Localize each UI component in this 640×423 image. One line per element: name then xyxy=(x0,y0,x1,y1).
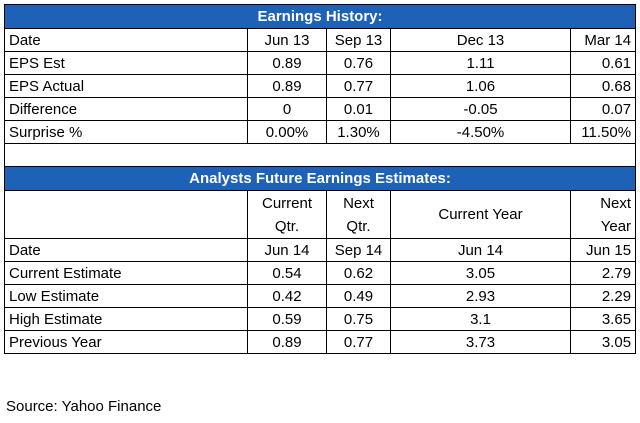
table-row: Low Estimate 0.42 0.49 2.93 2.29 xyxy=(4,284,637,308)
source-caption: Source: Yahoo Finance xyxy=(6,398,162,415)
table-cell: 0.61 xyxy=(569,51,637,75)
table-cell: 0.77 xyxy=(326,330,391,354)
row-label: Previous Year xyxy=(4,330,248,354)
period-header-cell: Next Qtr. xyxy=(326,190,391,239)
table-row: EPS Est 0.89 0.76 1.11 0.61 xyxy=(4,51,637,75)
period-header-cell: Current Qtr. xyxy=(247,190,327,239)
table-cell: 1.11 xyxy=(390,51,571,75)
row-label: EPS Est xyxy=(4,51,248,75)
period-line: Qtr. xyxy=(274,217,300,235)
table-cell: 0.68 xyxy=(569,74,637,98)
estimates-header-row: Analysts Future Earnings Estimates: xyxy=(3,166,637,191)
earnings-table: Earnings History: Date Jun 13 Sep 13 Dec… xyxy=(3,4,637,354)
earnings-history-header-row: Earnings History: xyxy=(3,4,637,29)
table-cell: 0.62 xyxy=(326,261,391,285)
table-cell: 0.59 xyxy=(247,307,327,331)
table-cell: 3.73 xyxy=(390,330,571,354)
date-cell: Sep 14 xyxy=(326,238,391,262)
table-cell: 2.29 xyxy=(569,284,637,308)
table-cell: 3.05 xyxy=(390,261,571,285)
estimates-date-row: Date Jun 14 Sep 14 Jun 14 Jun 15 xyxy=(4,238,637,262)
date-cell: Jun 13 xyxy=(247,28,327,52)
table-cell: 0 xyxy=(247,97,327,121)
table-row: Difference 0 0.01 -0.05 0.07 xyxy=(4,97,637,121)
table-cell: 0.54 xyxy=(247,261,327,285)
period-line: Current xyxy=(261,194,313,212)
period-header-cell: Current Year xyxy=(390,190,571,239)
table-cell: 0.49 xyxy=(326,284,391,308)
row-label: Current Estimate xyxy=(4,261,248,285)
table-cell: 0.00% xyxy=(247,120,327,144)
table-cell: 2.79 xyxy=(569,261,637,285)
table-cell: -0.05 xyxy=(390,97,571,121)
table-cell: 3.65 xyxy=(569,307,637,331)
table-row: High Estimate 0.59 0.75 3.1 3.65 xyxy=(4,307,637,331)
row-label: Surprise % xyxy=(4,120,248,144)
row-label: High Estimate xyxy=(4,307,248,331)
earnings-history-date-row: Date Jun 13 Sep 13 Dec 13 Mar 14 xyxy=(4,28,637,52)
table-cell: 0.01 xyxy=(326,97,391,121)
period-header-cell xyxy=(4,190,248,239)
table-cell: 0.75 xyxy=(326,307,391,331)
period-line: Qtr. xyxy=(346,217,371,235)
date-cell: Jun 15 xyxy=(569,238,637,262)
table-cell: 3.1 xyxy=(390,307,571,331)
period-line: Next xyxy=(600,194,632,212)
date-cell: Sep 13 xyxy=(326,28,391,52)
table-row: Previous Year 0.89 0.77 3.73 3.05 xyxy=(4,330,637,354)
table-cell: 0.89 xyxy=(247,330,327,354)
table-row: Current Estimate 0.54 0.62 3.05 2.79 xyxy=(4,261,637,285)
table-cell: 0.76 xyxy=(326,51,391,75)
date-label: Date xyxy=(4,28,248,52)
table-cell: 1.30% xyxy=(326,120,391,144)
table-cell: 0.89 xyxy=(247,51,327,75)
row-label: Low Estimate xyxy=(4,284,248,308)
period-line: Year xyxy=(600,217,632,235)
table-cell: 1.06 xyxy=(390,74,571,98)
table-row: Surprise % 0.00% 1.30% -4.50% 11.50% xyxy=(4,120,637,144)
row-label: EPS Actual xyxy=(4,74,248,98)
table-cell: 0.42 xyxy=(247,284,327,308)
table-cell: -4.50% xyxy=(390,120,571,144)
table-cell: 0.07 xyxy=(569,97,637,121)
table-row: EPS Actual 0.89 0.77 1.06 0.68 xyxy=(4,74,637,98)
table-cell: 2.93 xyxy=(390,284,571,308)
period-header-cell: Next Year xyxy=(569,190,637,239)
date-cell: Jun 14 xyxy=(390,238,571,262)
earnings-history-title: Earnings History: xyxy=(3,4,637,29)
date-cell: Dec 13 xyxy=(390,28,571,52)
date-label: Date xyxy=(4,238,248,262)
table-cell: 11.50% xyxy=(569,120,637,144)
spacer-row xyxy=(3,143,637,167)
row-label: Difference xyxy=(4,97,248,121)
estimates-title: Analysts Future Earnings Estimates: xyxy=(3,166,637,191)
table-cell: 0.77 xyxy=(326,74,391,98)
date-cell: Mar 14 xyxy=(569,28,637,52)
date-cell: Jun 14 xyxy=(247,238,327,262)
estimates-period-row: Current Qtr. Next Qtr. Current Year Next… xyxy=(4,190,637,239)
spacer-cell xyxy=(3,143,637,167)
table-cell: 3.05 xyxy=(569,330,637,354)
period-line: Current Year xyxy=(438,206,523,223)
table-cell: 0.89 xyxy=(247,74,327,98)
period-line: Next xyxy=(343,194,374,212)
